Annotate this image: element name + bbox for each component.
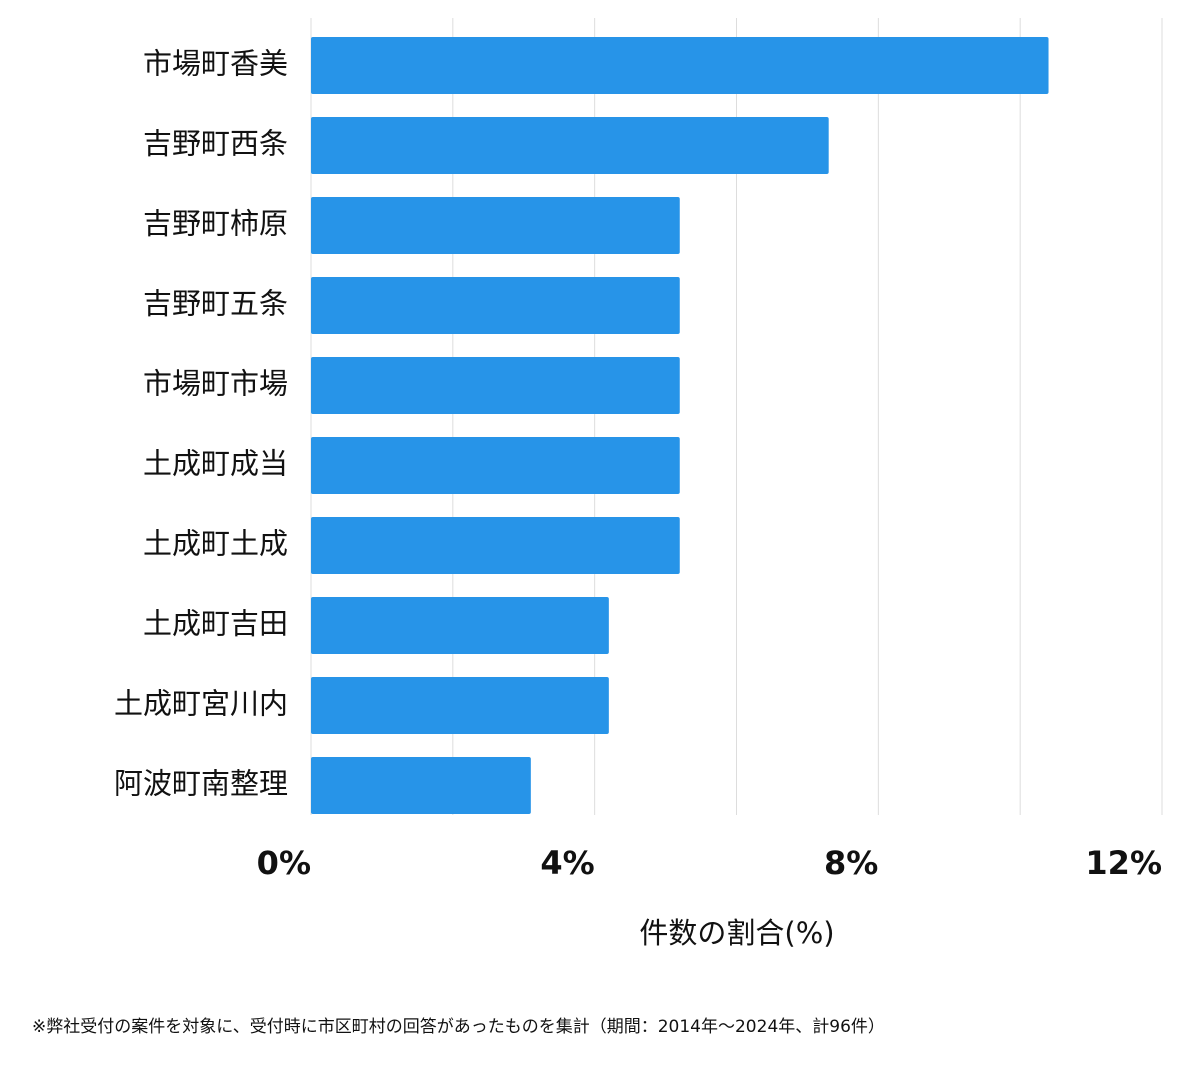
y-tick-label: 土成町土成 xyxy=(143,527,288,561)
y-tick-label: 吉野町西条 xyxy=(143,127,288,161)
y-tick-label: 阿波町南整理 xyxy=(114,767,288,801)
x-axis-label: 件数の割合(%) xyxy=(639,916,834,950)
bar xyxy=(311,757,531,814)
y-tick-label: 土成町宮川内 xyxy=(114,687,288,721)
y-tick-label: 吉野町柿原 xyxy=(143,207,288,241)
bar xyxy=(311,597,609,654)
x-tick-label: 0% xyxy=(257,844,311,882)
bar xyxy=(311,677,609,734)
y-tick-label: 吉野町五条 xyxy=(143,287,288,321)
x-tick-label: 4% xyxy=(540,844,594,882)
bar xyxy=(311,437,680,494)
y-tick-label: 市場町市場 xyxy=(143,367,288,401)
y-tick-label: 市場町香美 xyxy=(143,47,288,81)
bar xyxy=(311,517,680,574)
bar xyxy=(311,357,680,414)
footnote: ※弊社受付の案件を対象に、受付時に市区町村の回答があったものを集計（期間：201… xyxy=(32,1017,885,1037)
y-tick-label: 土成町吉田 xyxy=(143,607,288,641)
x-tick-label: 12% xyxy=(1085,844,1162,882)
bar xyxy=(311,197,680,254)
bar xyxy=(311,37,1049,94)
y-tick-label: 土成町成当 xyxy=(143,447,288,481)
bar xyxy=(311,117,829,174)
bar xyxy=(311,277,680,334)
x-tick-label: 8% xyxy=(824,844,878,882)
